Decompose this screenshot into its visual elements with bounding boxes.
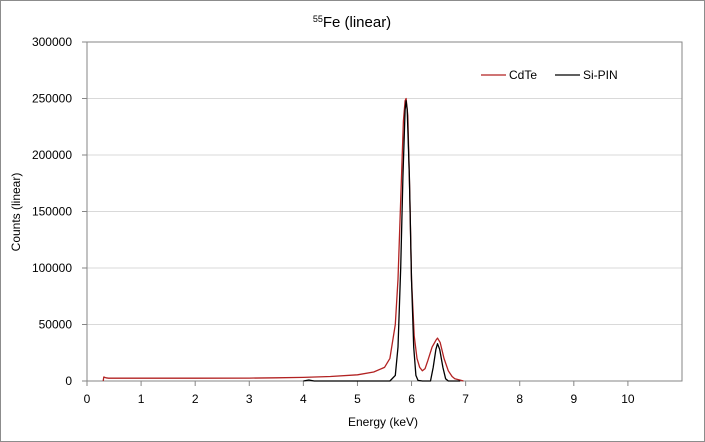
y-tick-label: 100000 (32, 261, 72, 275)
x-tick-label: 2 (192, 392, 199, 406)
y-tick-label: 150000 (32, 205, 72, 219)
y-tick-label: 250000 (32, 92, 72, 106)
legend-label-cdte: CdTe (509, 68, 537, 82)
x-tick-label: 6 (408, 392, 415, 406)
x-axis: 0 1 2 3 4 5 6 7 8 9 10 (84, 380, 682, 406)
y-tick-label: 0 (65, 374, 72, 388)
y-axis-label: Counts (linear) (9, 173, 23, 252)
x-tick-label: 1 (138, 392, 145, 406)
x-tick-label: 8 (516, 392, 523, 406)
x-tick-label: 0 (84, 392, 91, 406)
x-tick-label: 7 (462, 392, 469, 406)
y-axis: 0 50000 100000 150000 200000 250000 300000 (32, 35, 87, 388)
x-tick-label: 9 (570, 392, 577, 406)
y-tick-label: 50000 (39, 318, 73, 332)
legend-label-si-pin: Si-PIN (583, 68, 618, 82)
chart-title-main: Fe (linear) (323, 14, 391, 31)
x-tick-label: 3 (246, 392, 253, 406)
series-line-si-pin (303, 100, 461, 382)
gridlines (87, 41, 682, 325)
x-tick-label: 10 (621, 392, 635, 406)
series-group (102, 97, 464, 382)
chart-title-superscript: 55 (313, 14, 323, 24)
chart-title: 55Fe (linear) (313, 14, 391, 31)
series-line-cdte (102, 97, 464, 382)
legend: CdTe Si-PIN (481, 68, 618, 82)
x-axis-label: Energy (keV) (348, 415, 418, 429)
y-tick-label: 200000 (32, 148, 72, 162)
y-tick-label: 300000 (32, 35, 72, 49)
x-tick-label: 5 (354, 392, 361, 406)
x-tick-label: 4 (300, 392, 307, 406)
